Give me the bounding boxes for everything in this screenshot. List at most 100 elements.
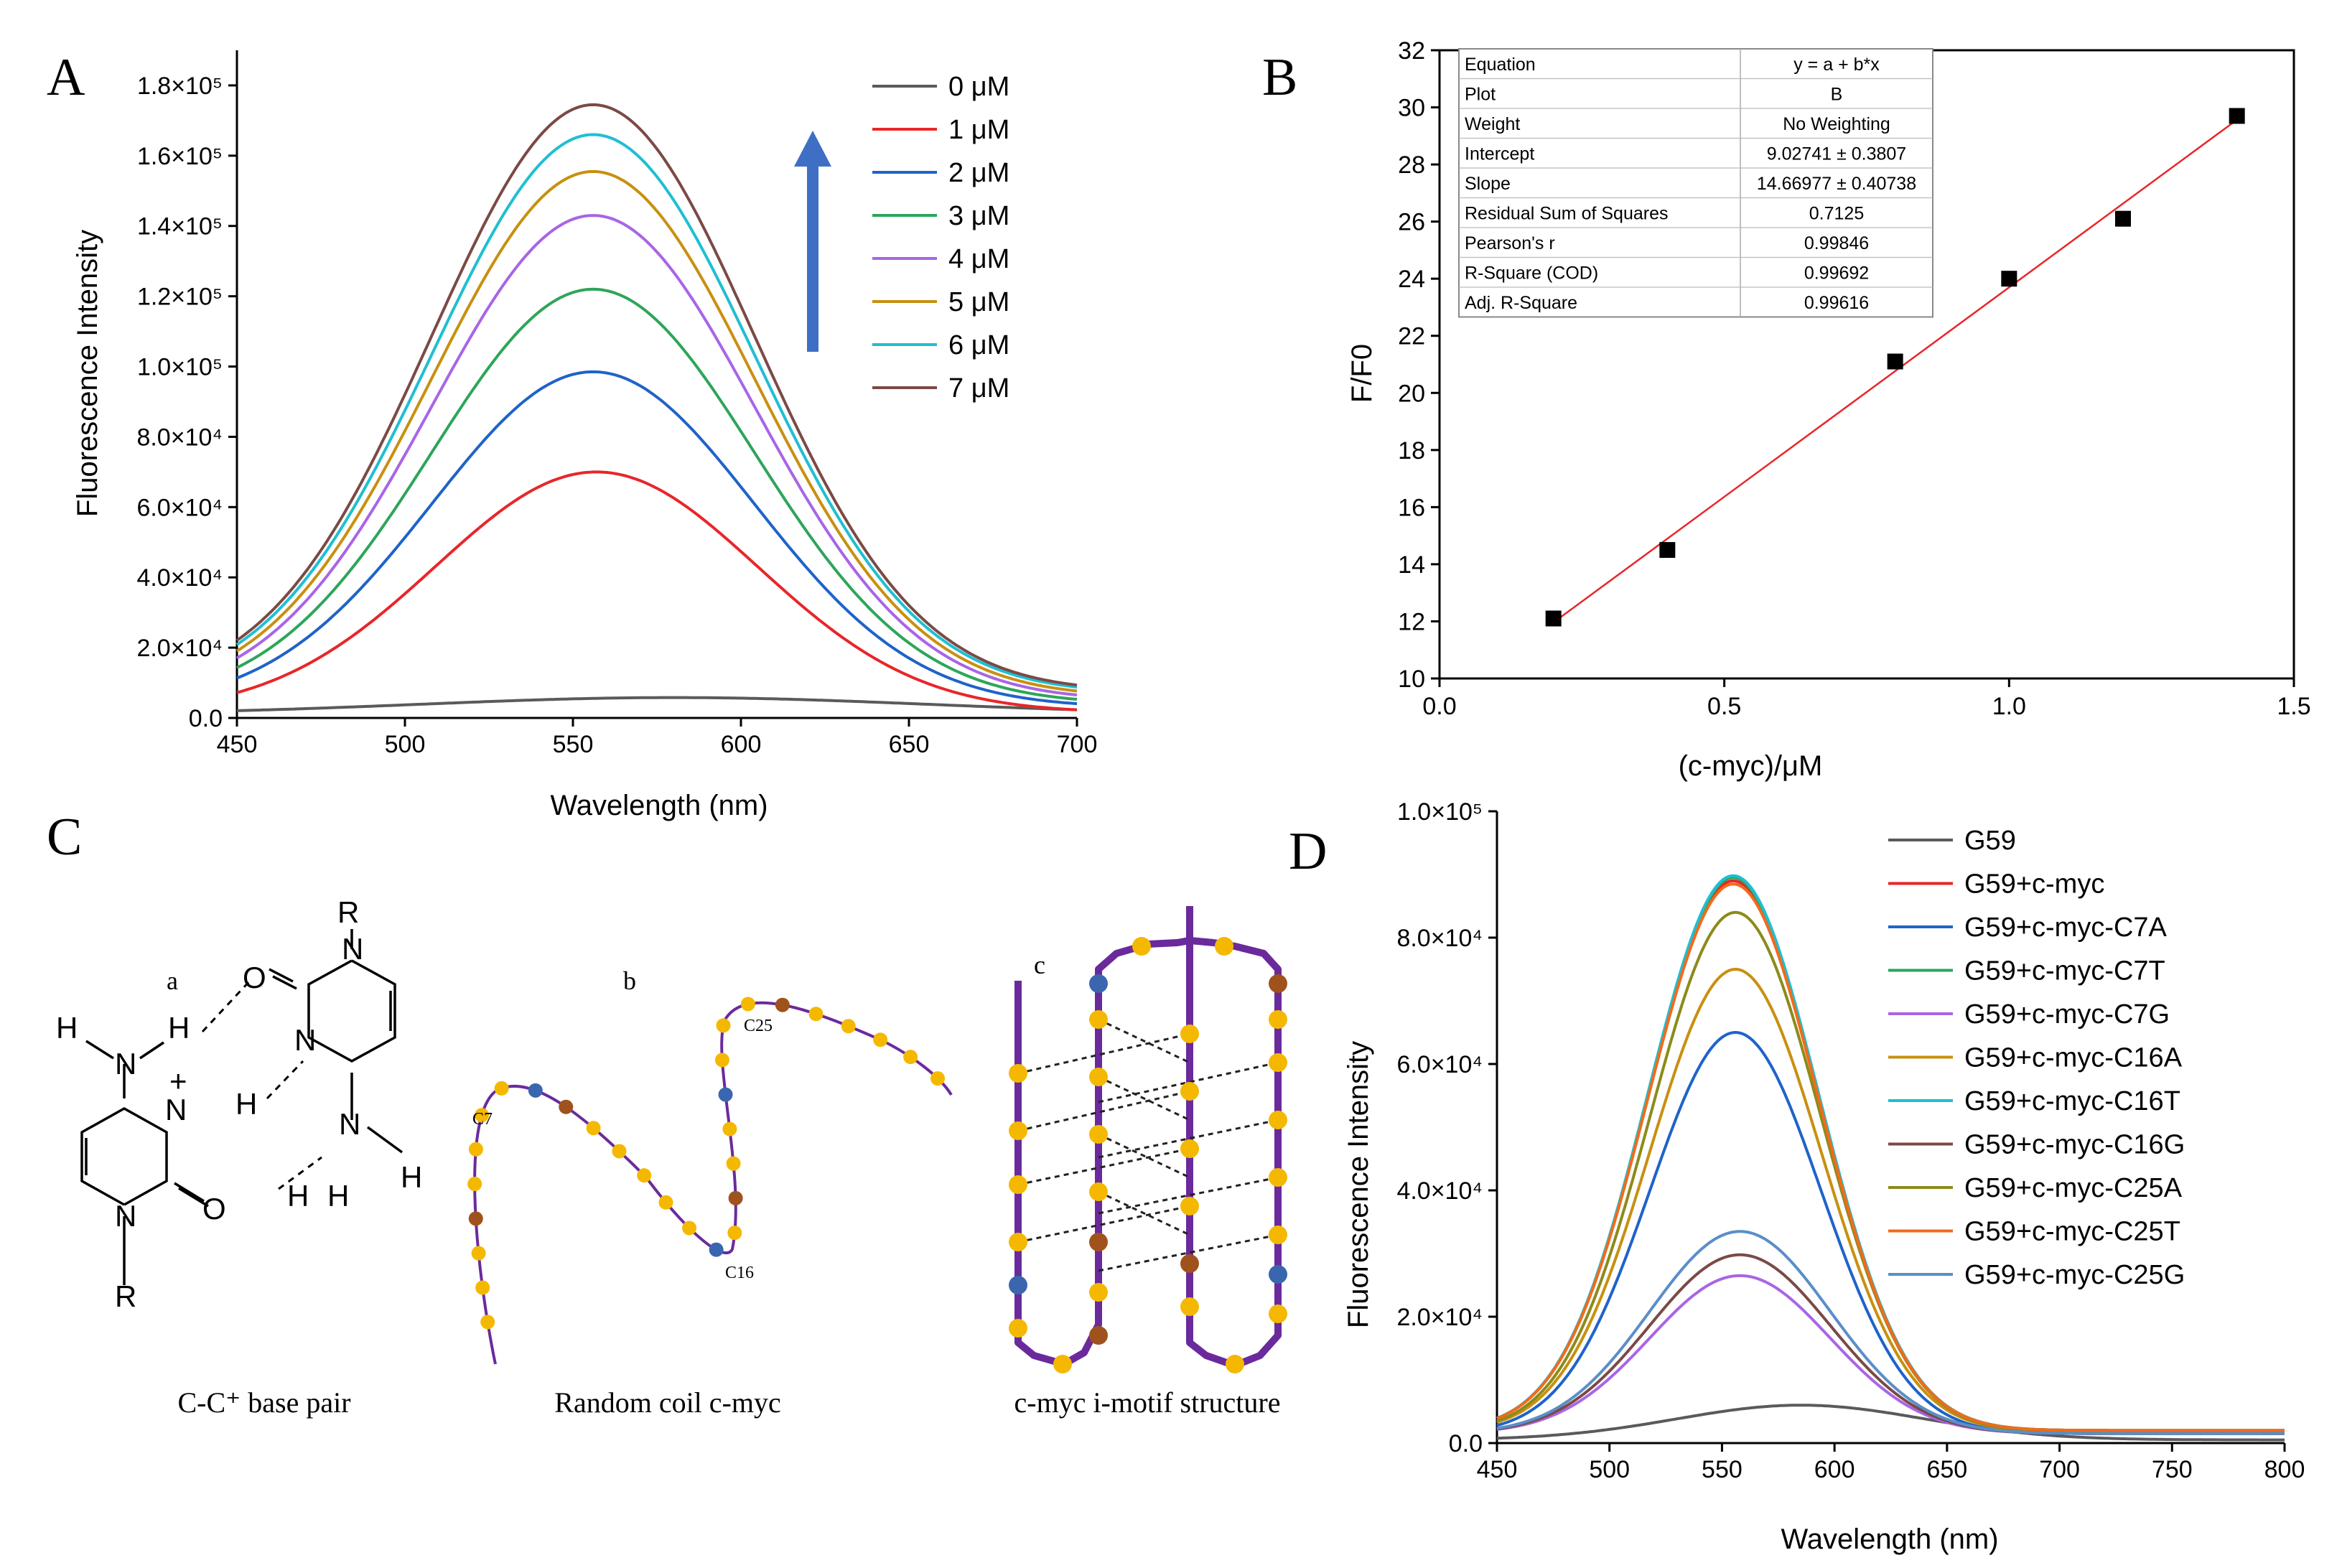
imotif-bead <box>1009 1064 1027 1083</box>
random-coil-strand <box>473 1001 953 1365</box>
series-line-0-m <box>236 696 1078 712</box>
sub-label-a: a <box>167 966 178 995</box>
svg-text:N: N <box>165 1093 187 1126</box>
panel-label-c: C <box>47 808 82 867</box>
coil-bead <box>586 1121 601 1136</box>
cc-hydrogen-bonds <box>201 978 322 1190</box>
imotif-bead <box>1269 1053 1287 1072</box>
coil-bead <box>658 1195 673 1210</box>
table-value: 0.7125 <box>1809 204 1864 224</box>
chart-a-plot: 450 500 550 600 650 700 0.0 2.0×10⁴ 4.0×10⁴ 6.0×1… <box>136 50 1097 758</box>
svg-text:H: H <box>401 1160 422 1194</box>
series-line-1-m <box>236 470 1078 711</box>
coil-bead <box>709 1242 724 1257</box>
panel-label-d: D <box>1289 822 1327 881</box>
imotif-bead <box>1009 1233 1027 1251</box>
legend-label: 3 μM <box>948 201 1009 231</box>
imotif-bead <box>1089 1068 1108 1086</box>
coil-bead <box>775 997 790 1012</box>
caption-a: C-C⁺ base pair <box>177 1386 350 1419</box>
panel-c: C a R N <box>47 808 1287 1419</box>
imotif-bead <box>1269 974 1287 993</box>
y-tick-label: 32 <box>1398 37 1425 65</box>
series-line-g59-c-myc-c25t <box>1496 882 2285 1432</box>
y-tick-label: 0.0 <box>189 705 223 732</box>
chart-b-xlabel: (c-myc)/μM <box>1679 750 1823 782</box>
legend-label: G59+c-myc-C16T <box>1964 1086 2180 1116</box>
coil-bead <box>718 1087 733 1102</box>
imotif-bead <box>1269 1226 1287 1244</box>
x-tick-label: 650 <box>1926 1456 1967 1483</box>
chart-b-ylabel: F/F0 <box>1346 344 1378 403</box>
coil-bead <box>494 1081 509 1096</box>
panel-b: B 0.0 0.5 1.0 1.5 10 12 14 16 18 20 22 24 26 28 30 32 (… <box>1262 37 2311 782</box>
svg-text:+: + <box>169 1064 187 1098</box>
x-tick-label: 0.5 <box>1707 693 1741 720</box>
y-tick-label: 2.0×10⁴ <box>136 635 223 662</box>
svg-text:O: O <box>202 1192 226 1226</box>
x-tick-label: 500 <box>1589 1456 1630 1483</box>
svg-text:R: R <box>337 895 359 929</box>
label-c16: C16 <box>725 1264 754 1282</box>
chart-a-arrow <box>794 131 831 352</box>
coil-bead <box>727 1226 742 1241</box>
svg-text:H: H <box>327 1179 349 1213</box>
x-tick-label: 500 <box>385 731 426 758</box>
chart-d-ylabel: Fluorescence Intensity <box>1343 1041 1374 1328</box>
fit-line <box>1552 118 2238 623</box>
legend-label: G59+c-myc <box>1964 869 2104 900</box>
table-key: Pearson's r <box>1465 233 1555 253</box>
coil-bead <box>841 1019 856 1034</box>
chart-b-fit-table: Equation y = a + b*x Plot B Weight No Weighti… <box>1458 48 1933 318</box>
table-key: R-Square (COD) <box>1465 263 1598 284</box>
panel-a: A 450 500 550 600 650 700 0.0 2.0×10⁴ 4.0×10⁴ 6.0… <box>47 48 1097 821</box>
legend-label: 0 μM <box>948 72 1009 102</box>
series-line-5-m <box>235 169 1078 693</box>
imotif-bead <box>1269 1305 1287 1323</box>
imotif-bead <box>1215 937 1233 956</box>
legend-label: G59+c-myc-C25A <box>1964 1173 2183 1203</box>
data-point <box>2001 271 2017 287</box>
data-point <box>2229 108 2245 124</box>
y-tick-label: 22 <box>1398 323 1425 350</box>
imotif-bead <box>1180 1254 1199 1273</box>
label-c25: C25 <box>744 1017 773 1035</box>
chart-d-legend: G59 G59+c-myc G59+c-myc-C7A G59+c-myc-C7T G5… <box>1888 826 2185 1290</box>
coil-bead <box>873 1032 888 1047</box>
table-value: y = a + b*x <box>1793 55 1880 75</box>
imotif-bead <box>1089 1010 1108 1029</box>
legend-label: G59+c-myc-C25T <box>1964 1217 2180 1247</box>
imotif-bead <box>1269 1265 1287 1284</box>
coil-bead <box>559 1099 574 1114</box>
table-value: 0.99692 <box>1804 263 1869 284</box>
table-key: Equation <box>1465 55 1536 75</box>
chart-a-xlabel: Wavelength (nm) <box>550 790 768 821</box>
y-tick-label: 4.0×10⁴ <box>136 564 223 592</box>
chart-a-legend: 0 μM 1 μM 2 μM 3 μM 4 μM 5 μM 6 μM 7 μM <box>872 72 1009 403</box>
coil-bead <box>714 1053 729 1068</box>
table-border <box>1458 48 1933 318</box>
imotif-bead <box>1180 1025 1199 1043</box>
series-line-4-m <box>235 214 1078 696</box>
y-tick-label: 20 <box>1398 380 1425 407</box>
y-tick-label: 1.4×10⁵ <box>137 213 223 241</box>
y-tick-label: 10 <box>1398 666 1425 693</box>
legend-label: G59+c-myc-C7A <box>1964 913 2168 943</box>
data-point <box>1887 353 1903 370</box>
legend-label: 7 μM <box>948 373 1009 403</box>
y-tick-label: 1.0×10⁵ <box>1397 798 1483 826</box>
table-key: Residual Sum of Squares <box>1465 204 1668 224</box>
x-tick-label: 700 <box>2039 1456 2080 1483</box>
x-tick-label: 700 <box>1057 731 1098 758</box>
imotif-bead <box>1089 1326 1108 1345</box>
caption-b: Random coil c-myc <box>554 1386 780 1419</box>
imotif-bead <box>1226 1355 1244 1373</box>
chart-d-plot: 450 500 550 600 650 700 750 800 0.0 2.0×10⁴ 4.0×10… <box>1396 798 2305 1483</box>
imotif-bead <box>1009 1276 1027 1294</box>
panel-label-a: A <box>47 48 85 107</box>
y-tick-label: 14 <box>1398 551 1425 579</box>
y-tick-label: 30 <box>1398 95 1425 122</box>
x-tick-label: 450 <box>1477 1456 1518 1483</box>
svg-text:H: H <box>56 1011 78 1045</box>
